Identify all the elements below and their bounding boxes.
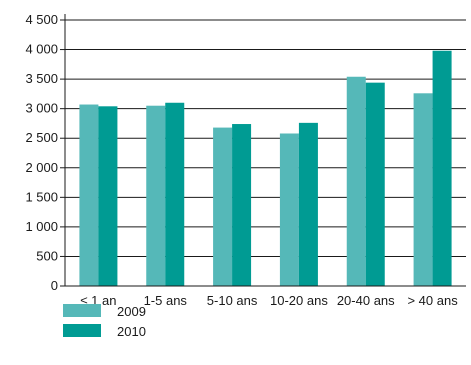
bar-2009-5 (413, 93, 433, 286)
bar-2010-2 (232, 124, 252, 286)
y-tick-label: 3 500 (25, 71, 58, 86)
grid-lines (60, 19, 466, 287)
y-tick-label: 1 000 (25, 219, 58, 234)
x-tick-labels: ≤ 1 an 1-5 ans 5-10 ans 10-20 ans 20-40 ans >… (80, 293, 458, 308)
bar-2010-4 (365, 82, 385, 286)
y-tick-label: 4 000 (25, 42, 58, 57)
legend-swatch-2009 (63, 304, 101, 317)
axes (60, 14, 466, 287)
bar-2010-0 (98, 106, 118, 287)
bar-2010-3 (298, 122, 318, 286)
y-tick-label: 1 500 (25, 189, 58, 204)
y-tick-label: 0 (51, 278, 58, 293)
legend-label-2009: 2009 (117, 304, 146, 319)
bar-2010-5 (432, 50, 452, 286)
y-tick-label: 4 500 (25, 12, 58, 27)
y-tick-labels: 0 500 1 000 1 500 2 000 2 500 3 000 3 500 4 000 4… (25, 12, 58, 293)
bar-2009-3 (279, 133, 299, 286)
bars (79, 50, 452, 287)
y-tick-label: 2 500 (25, 130, 58, 145)
legend: 2009 2010 (63, 304, 146, 339)
legend-label-2010: 2010 (117, 324, 146, 339)
y-tick-label: 3 000 (25, 101, 58, 116)
legend-swatch-2010 (63, 324, 101, 337)
x-tick-label: 5-10 ans (207, 293, 258, 308)
y-tick-label: 2 000 (25, 160, 58, 175)
x-tick-label: 10-20 ans (270, 293, 328, 308)
x-tick-label: > 40 ans (407, 293, 458, 308)
y-tick-label: 500 (36, 248, 58, 263)
x-tick-label: 1-5 ans (144, 293, 188, 308)
bar-2010-1 (165, 102, 185, 286)
bar-2009-0 (79, 104, 99, 286)
x-tick-label: 20-40 ans (337, 293, 395, 308)
bar-2009-2 (213, 127, 233, 287)
bar-2009-4 (346, 76, 366, 286)
bar-2009-1 (146, 105, 166, 286)
